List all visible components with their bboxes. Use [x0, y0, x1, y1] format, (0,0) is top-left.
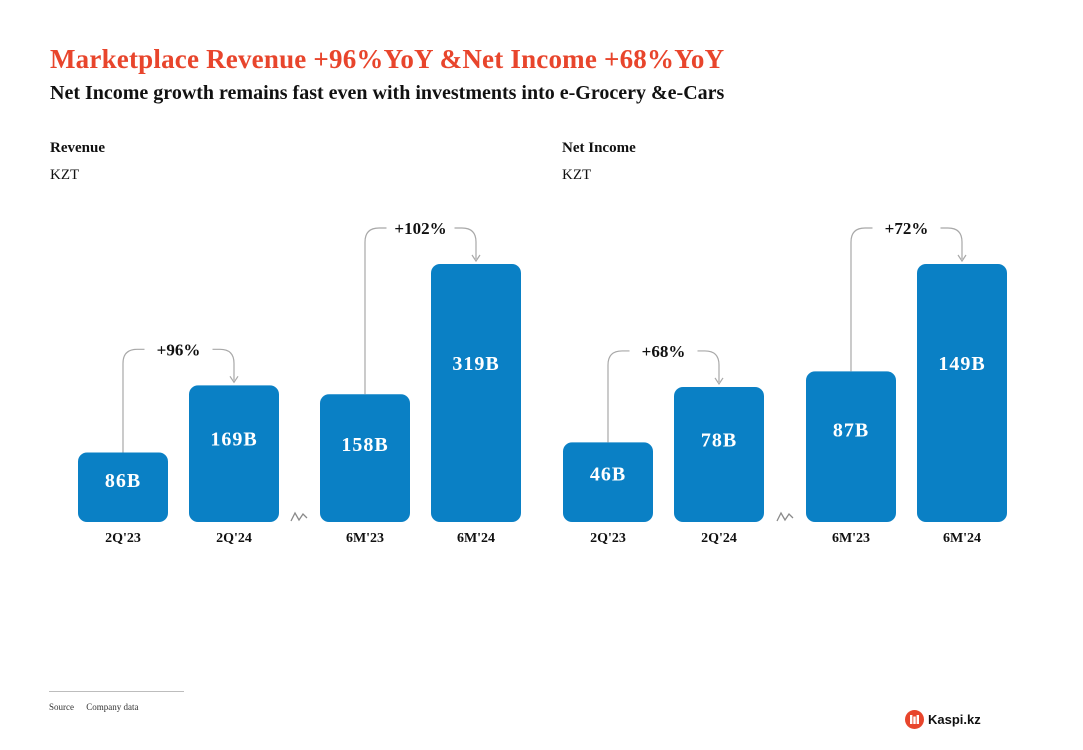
- revenue-growth-connector: [364, 227, 477, 395]
- net-income-category-label: 6M'23: [832, 531, 870, 546]
- source-value: Company data: [86, 702, 139, 712]
- net-income-bar: [806, 371, 896, 522]
- net-income-bar: [563, 442, 653, 522]
- net-income-growth-arrow-icon: [714, 377, 724, 386]
- kaspi-logo-text: Kaspi.kz: [928, 712, 981, 727]
- net-income-growth-label: +68%: [642, 342, 686, 361]
- revenue-bar: [431, 264, 521, 522]
- page-title: Marketplace Revenue +96%YoY &Net Income …: [50, 44, 725, 74]
- bar-charts: 86B 2Q'23 169B 2Q'24 158B 6M'23 319B 6M'24 +96% +…: [78, 219, 1007, 546]
- source-note: Source Company data: [49, 702, 139, 712]
- net-income-category-label: 2Q'23: [590, 531, 626, 546]
- net-income-value-label: 46B: [590, 464, 626, 486]
- revenue-growth-label: +102%: [394, 219, 446, 238]
- net-income-growth-connector: [607, 350, 720, 443]
- revenue-category-label: 6M'24: [457, 531, 495, 546]
- revenue-bar: [78, 452, 168, 522]
- revenue-growth-connector: [122, 348, 235, 453]
- kaspi-logo: Kaspi.kz: [905, 710, 981, 729]
- revenue-chart-title: Revenue: [50, 140, 105, 156]
- net-income-growth-arrow-icon: [957, 254, 967, 263]
- revenue-growth-arrow-icon: [471, 254, 481, 263]
- kaspi-logo-icon: [905, 710, 924, 729]
- net-income-value-label: 149B: [938, 353, 985, 375]
- net-income-bar: [917, 264, 1007, 522]
- revenue-value-label: 169B: [210, 428, 257, 450]
- revenue-axis-break: [290, 511, 308, 522]
- revenue-category-label: 6M'23: [346, 531, 384, 546]
- net-income-growth-connector: [850, 227, 963, 372]
- revenue-value-label: 158B: [341, 434, 388, 456]
- net-income-axis-break: [776, 511, 794, 522]
- net-income-category-label: 6M'24: [943, 531, 981, 546]
- revenue-category-label: 2Q'24: [216, 531, 252, 546]
- revenue-growth-arrow-icon: [229, 375, 239, 384]
- net-income-growth-label: +72%: [885, 219, 929, 238]
- revenue-chart-unit: KZT: [50, 167, 80, 183]
- page-subtitle: Net Income growth remains fast even with…: [50, 82, 725, 104]
- revenue-value-label: 86B: [105, 470, 141, 492]
- revenue-growth-label: +96%: [157, 340, 201, 359]
- net-income-value-label: 78B: [701, 429, 737, 451]
- net-income-chart-unit: KZT: [562, 167, 592, 183]
- revenue-category-label: 2Q'23: [105, 531, 141, 546]
- revenue-bar: [189, 385, 279, 522]
- revenue-bar: [320, 394, 410, 522]
- net-income-value-label: 87B: [833, 420, 869, 442]
- net-income-bar: [674, 386, 764, 522]
- net-income-category-label: 2Q'24: [701, 531, 737, 546]
- revenue-value-label: 319B: [452, 353, 499, 375]
- footer-divider: [49, 691, 184, 692]
- source-label: Source: [49, 702, 74, 712]
- net-income-chart-title: Net Income: [562, 140, 636, 156]
